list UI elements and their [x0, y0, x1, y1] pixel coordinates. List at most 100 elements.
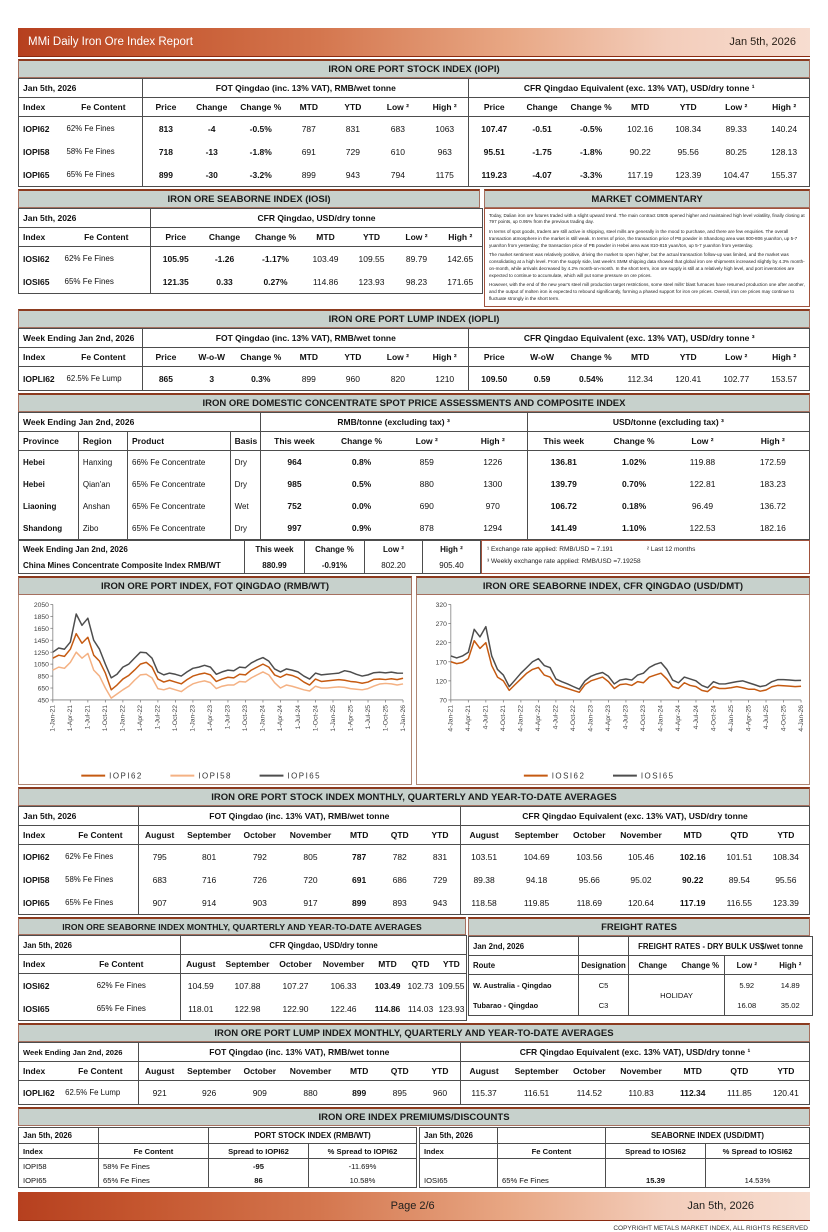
table-cell: 103.49: [374, 980, 401, 991]
table-cell: 1063: [420, 116, 470, 140]
table-cell: W. Australia - Qingdao: [468, 974, 579, 996]
table-cell: 122.46: [330, 1003, 357, 1014]
table-cell: 752: [287, 501, 302, 512]
port-index-chart-box: 450 650 850 1050 1250 1450 1650 1850 2050 1-Jan-2…: [18, 595, 412, 786]
column-header: MTD: [338, 1061, 380, 1082]
table-cell: 98.23: [405, 276, 428, 287]
table-cell: 107.47: [481, 123, 508, 134]
svg-text:1-Apr-23: 1-Apr-23: [207, 705, 214, 732]
table-cell: 111.85: [727, 1087, 752, 1098]
group-header-cfr: CFR Qingdao Equivalent (exc. 13% VAT), U…: [460, 806, 810, 827]
iopli-table: Week Ending Jan 2nd, 2026 FOT Qingdao (i…: [18, 328, 810, 392]
svg-text:1-Jan-21: 1-Jan-21: [50, 705, 57, 732]
group-header-cfr: CFR Qingdao Equivalent (exc. 13% VAT), U…: [460, 1042, 810, 1063]
table-cell: 820: [390, 373, 405, 384]
table-header-row: Index Fe Content August September October Nov…: [18, 1061, 810, 1082]
column-header: YTD: [762, 1061, 810, 1082]
table-cell: 65% Fe Fines: [98, 1173, 209, 1188]
table-cell: 182.16: [759, 523, 786, 534]
page-number: Page 2/6: [390, 1200, 435, 1213]
column-header: MTD: [302, 227, 349, 247]
table-row: IOSI65 65% Fe Fines 118.01 122.98 122.90 122.…: [19, 997, 467, 1021]
table-cell: 119.85: [523, 897, 550, 908]
table-date: Week Ending Jan 2nd, 2026: [18, 412, 261, 433]
table-cell: IOPI58: [23, 874, 50, 885]
table-cell: 121.35: [162, 276, 189, 287]
table-cell: 183.23: [759, 479, 786, 490]
table-cell: Week Ending Jan 2nd, 2026: [18, 540, 245, 558]
svg-text:4-Jul-21: 4-Jul-21: [483, 705, 490, 730]
table-cell: 726: [252, 874, 267, 885]
column-header: YTD: [348, 227, 395, 247]
table-cell: 112.34: [679, 1087, 706, 1098]
column-header: High ²: [438, 227, 483, 247]
svg-text:320: 320: [436, 602, 448, 609]
table-cell: -4.07: [532, 169, 552, 180]
table-cell: 110.83: [628, 1087, 654, 1098]
table-cell: 690: [419, 501, 434, 512]
column-header: Low ²: [374, 347, 421, 368]
empty-cell: [578, 936, 629, 957]
table-row: IOSI62 62% Fe Fines 104.59 107.88 107.27 106.…: [19, 973, 467, 998]
table-cell: 118.58: [471, 897, 497, 908]
market-commentary: Today, Dalian iron ore futures traded wi…: [484, 208, 810, 308]
table-cell: Shandong: [18, 517, 79, 540]
table-cell: 123.39: [675, 169, 702, 180]
svg-text:4-Jan-21: 4-Jan-21: [448, 705, 455, 732]
table-cell: Liaoning: [18, 495, 79, 518]
table-date: Week Ending Jan 2nd, 2026: [18, 328, 144, 349]
column-header: Change %: [565, 347, 618, 368]
column-header: Low ²: [724, 955, 769, 976]
table-cell: 905.40: [439, 560, 464, 570]
column-header: November: [316, 954, 371, 975]
table-cell: 94.18: [525, 874, 548, 885]
column-header: Change: [200, 227, 249, 247]
iosi-averages-column: IRON ORE SEABORNE INDEX MONTHLY, QUARTER…: [18, 917, 468, 1022]
column-header: This week: [527, 431, 600, 452]
table-cell: 122.90: [282, 1003, 309, 1014]
table-cell: IOPI62: [23, 851, 50, 862]
column-header: Index: [18, 825, 64, 846]
column-header: September: [180, 1061, 238, 1082]
table-cell: 65% Fe Fines: [62, 270, 152, 294]
table-cell: IOPI65: [18, 1173, 99, 1188]
svg-text:1-Jan-22: 1-Jan-22: [120, 705, 127, 732]
svg-text:70: 70: [439, 698, 447, 705]
column-header: Price: [142, 347, 189, 368]
table-cell: 880: [419, 479, 434, 490]
table-cell: 80.25: [725, 146, 747, 157]
table-cell: 153.57: [771, 373, 798, 384]
svg-text:1450: 1450: [34, 638, 49, 645]
table-cell: 878: [419, 523, 434, 534]
column-header: September: [220, 954, 275, 975]
column-header: High ²: [458, 431, 528, 452]
svg-text:1-Apr-24: 1-Apr-24: [277, 705, 284, 732]
table-cell: 62% Fe Fines: [62, 246, 152, 270]
svg-text:2050: 2050: [34, 602, 49, 609]
table-meta-row: Jan 5th, 2026 PORT STOCK INDEX (RMB/WT): [18, 1127, 417, 1145]
table-cell: 15.39: [605, 1173, 706, 1188]
premiums-port-table: Jan 5th, 2026 PORT STOCK INDEX (RMB/WT) …: [18, 1127, 417, 1189]
svg-text:1-Jan-26: 1-Jan-26: [400, 705, 407, 732]
iosi-averages-freight-row: IRON ORE SEABORNE INDEX MONTHLY, QUARTER…: [18, 917, 814, 1022]
table-cell: IOPI62: [23, 123, 50, 134]
table-cell: 102.73: [407, 980, 434, 991]
svg-text:4-Jul-24: 4-Jul-24: [693, 705, 700, 730]
svg-text:1-Oct-25: 1-Oct-25: [382, 705, 389, 732]
column-header: Change %: [248, 227, 303, 247]
column-header: Change: [519, 97, 566, 117]
table-cell: 90.22: [682, 874, 704, 885]
report-date: Jan 5th, 2026: [729, 36, 796, 48]
footer-date: Jan 5th, 2026: [687, 1200, 754, 1213]
table-cell: 112.34: [627, 373, 653, 384]
table-cell: -95: [208, 1158, 309, 1174]
column-header: Fe Content: [63, 825, 139, 846]
table-row: IOPI62 62% Fe Fines 813 -4 -0.5% 787 831 683 106…: [19, 116, 810, 140]
column-header: This week: [260, 431, 329, 452]
table-cell: Dry: [230, 517, 261, 540]
svg-text:4-Apr-22: 4-Apr-22: [535, 705, 542, 732]
group-header-freight: FREIGHT RATES - DRY BULK US$/wet tonne: [628, 936, 813, 957]
table-cell: Hanxing: [78, 450, 129, 474]
svg-text:4-Jan-26: 4-Jan-26: [798, 705, 805, 732]
table-cell: [419, 1158, 498, 1174]
